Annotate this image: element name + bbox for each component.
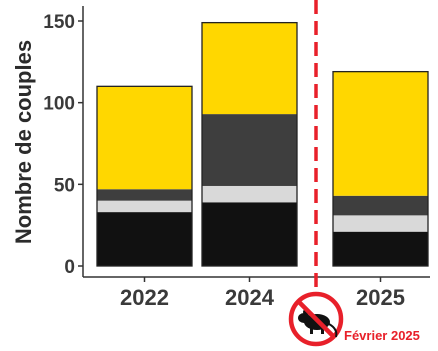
x-axis-ticks: 2022 2024 2025 <box>120 277 405 310</box>
bar-outline-2022 <box>96 85 193 267</box>
no-rat-icon <box>288 291 344 347</box>
bars <box>96 21 429 267</box>
bar-segment-2024-3 <box>202 114 297 186</box>
y-axis-label-text: Nombre de couples <box>11 40 36 244</box>
x-tick-label: 2022 <box>120 285 169 310</box>
bar-segment-2022-4 <box>97 86 192 190</box>
bar-segment-2022-1 <box>97 212 192 266</box>
x-tick-label: 2024 <box>225 285 275 310</box>
bar-outline-2025 <box>332 70 429 267</box>
bar-segment-2022-3 <box>97 189 192 201</box>
y-tick-label: 50 <box>54 175 75 196</box>
bar-segment-2024-2 <box>202 185 297 203</box>
bar-segment-2024-1 <box>202 202 297 266</box>
bar-segment-2025-3 <box>333 195 428 216</box>
y-axis-label: Nombre de couples <box>11 40 36 244</box>
bar-segment-2025-1 <box>333 231 428 266</box>
bar-outline-2024 <box>201 21 298 267</box>
x-tick-label: 2025 <box>356 285 405 310</box>
y-axis-ticks: 0 50 100 150 <box>43 12 83 278</box>
bar-segment-2025-2 <box>333 215 428 232</box>
bar-segment-2022-2 <box>97 200 192 213</box>
event-annotation-label: Février 2025 <box>344 328 420 343</box>
bar-segment-2024-4 <box>202 22 297 115</box>
bar-segment-2025-4 <box>333 71 428 196</box>
y-tick-label: 100 <box>43 94 75 115</box>
y-tick-label: 0 <box>64 257 75 278</box>
y-tick-label: 150 <box>43 12 75 33</box>
